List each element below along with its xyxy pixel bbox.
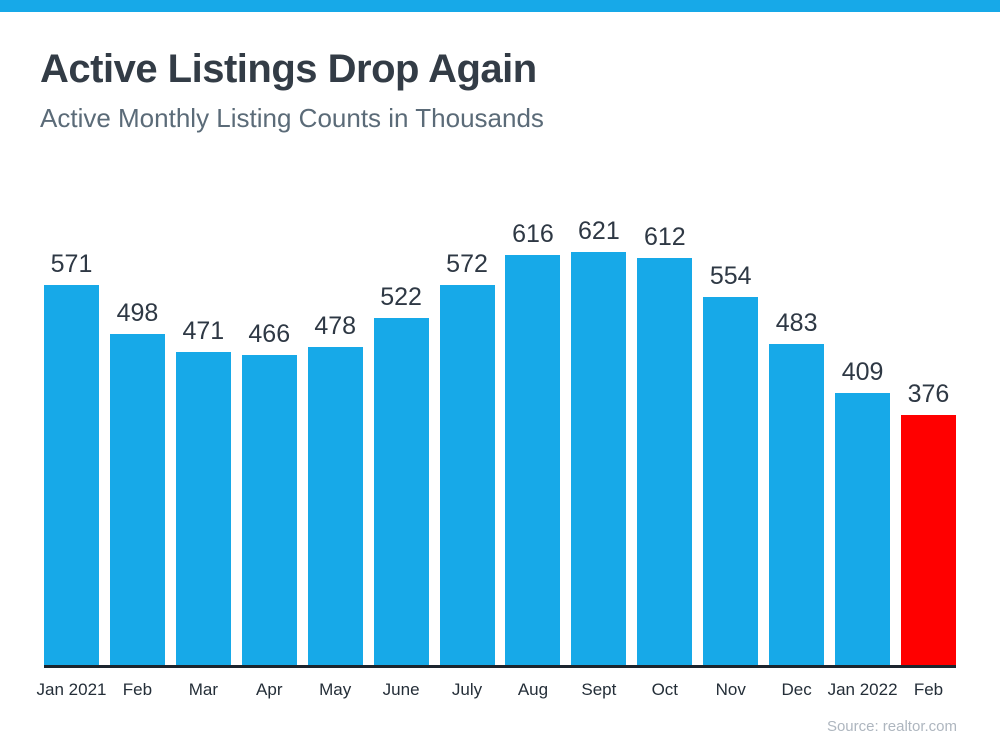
- bar-highlighted: [900, 414, 956, 665]
- bar: [241, 354, 297, 665]
- bar-column: 466: [241, 319, 297, 665]
- bar-chart: 571 498 471 466 478 522 572 616 621 612 554 483 409 3…: [36, 207, 956, 700]
- x-axis-tick-label: Feb: [122, 679, 153, 699]
- bar-column: 621: [571, 216, 627, 665]
- bar: [703, 296, 759, 665]
- bar-value-label: 466: [248, 319, 291, 348]
- bar-value-label: 409: [841, 357, 884, 386]
- x-axis-tick-label: July: [451, 679, 483, 699]
- x-axis-tick-label: Sept: [581, 679, 617, 699]
- bar: [307, 346, 363, 665]
- bar-value-label: 478: [314, 311, 357, 340]
- bar-column: 376: [900, 379, 956, 665]
- page-subtitle: Active Monthly Listing Counts in Thousan…: [40, 103, 544, 133]
- bar-column: 471: [175, 316, 231, 665]
- x-axis-tick-label: May: [319, 679, 352, 699]
- bar: [571, 251, 627, 665]
- bar-value-label: 498: [116, 298, 159, 327]
- bar: [769, 343, 825, 665]
- bar-column: 554: [703, 261, 759, 665]
- bar-value-label: 554: [709, 261, 752, 290]
- bar: [175, 351, 231, 665]
- source-attribution: Source: realtor.com: [826, 717, 957, 735]
- bar-column: 478: [307, 311, 363, 665]
- x-axis-tick-label: Mar: [188, 679, 218, 699]
- bar: [109, 333, 165, 665]
- x-axis-tick-label: Aug: [517, 679, 549, 699]
- bar: [835, 392, 891, 665]
- bar-column: 498: [109, 298, 165, 665]
- bar-chart-plot-area: 571 498 471 466 478 522 572 616 621 612 554 483 409 3…: [44, 207, 956, 665]
- bar-column: 616: [505, 219, 561, 665]
- bar-value-label: 612: [643, 222, 686, 251]
- x-axis-tick-label: Dec: [781, 679, 812, 699]
- x-axis-line: [44, 664, 956, 668]
- bar-value-label: 376: [907, 379, 950, 408]
- bar-column: 483: [769, 308, 825, 665]
- bar: [505, 254, 561, 665]
- x-axis-tick-label: Jan 2022: [827, 679, 898, 699]
- bar: [439, 284, 495, 665]
- x-axis-tick-label: June: [382, 679, 420, 699]
- x-axis-tick-label: Nov: [715, 679, 746, 699]
- bar: [44, 284, 99, 665]
- x-axis-tick-label: Feb: [913, 679, 944, 699]
- bar-column: 409: [835, 357, 891, 665]
- x-axis-tick-label: Oct: [651, 679, 679, 699]
- source-row: Source: realtor.com: [0, 718, 957, 736]
- chart-header: Active Listings Drop Again Active Monthl…: [0, 12, 1000, 134]
- bar-column: 571: [44, 249, 99, 665]
- bar-value-label: 571: [50, 249, 93, 278]
- bar-value-label: 483: [775, 308, 818, 337]
- x-axis-tick-label: Apr: [256, 679, 283, 699]
- bar-value-label: 471: [182, 316, 225, 345]
- bar-column: 522: [373, 282, 429, 665]
- page-title: Active Listings Drop Again: [40, 47, 537, 91]
- bar-value-label: 522: [380, 282, 422, 311]
- bar-value-label: 621: [578, 216, 620, 245]
- x-axis-tick-label: Jan 2021: [36, 679, 107, 699]
- bar: [637, 257, 693, 665]
- bar-column: 572: [439, 249, 495, 665]
- bar-value-label: 572: [446, 249, 488, 278]
- bar: [373, 317, 429, 665]
- x-axis-labels: Jan 2021 Feb Mar Apr May June July Aug Sept Oct No…: [36, 679, 956, 700]
- bar-column: 612: [637, 222, 693, 665]
- brand-accent-strip: [0, 0, 1000, 12]
- bar-value-label: 616: [512, 219, 554, 248]
